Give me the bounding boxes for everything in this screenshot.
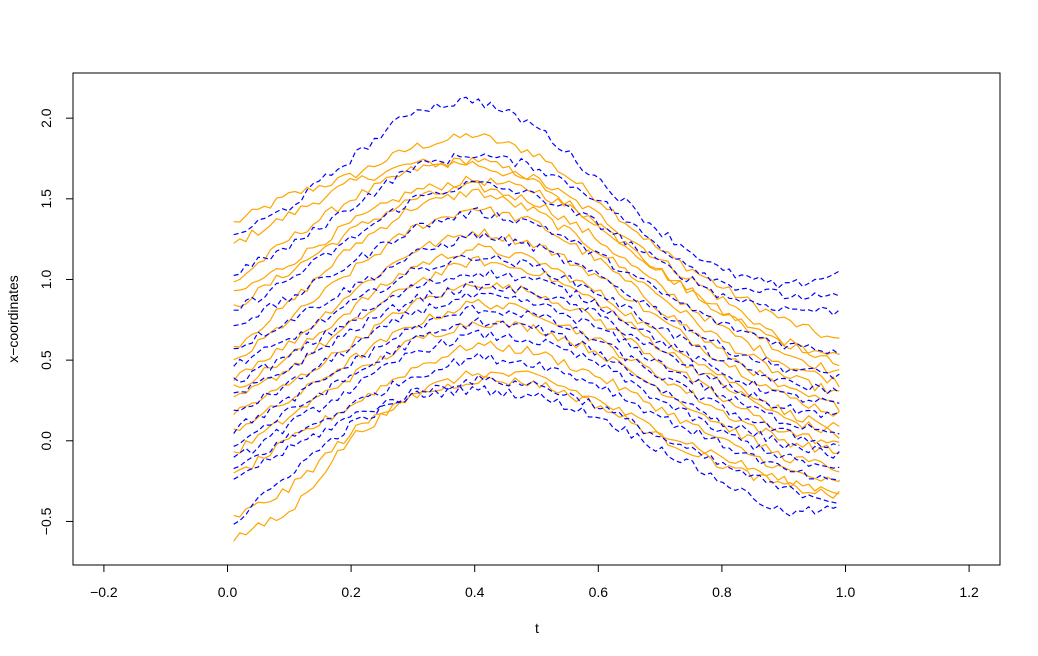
y-axis: −0.5 0.0 0.5 1.0 1.5 2.0 [38,108,74,535]
series-line-1-0 [233,96,840,289]
y-tick-label: 1.0 [38,270,54,290]
y-axis-title: x−coordinates [5,275,21,363]
series-layer [233,96,840,542]
y-tick-label: −0.5 [38,507,54,535]
y-tick-label: 2.0 [38,108,54,128]
series-line-0-15 [233,376,840,542]
y-tick-label: 1.5 [38,189,54,209]
y-tick-label: 0.0 [38,431,54,451]
series-line-1-5 [233,254,840,395]
series-line-1-14 [233,385,840,525]
x-tick-label: 0.2 [341,584,361,600]
series-line-1-6 [233,268,840,404]
series-line-0-5 [233,188,840,395]
series-line-0-14 [233,370,840,518]
x-tick-label: 0.6 [589,584,609,600]
series-line-1-4 [233,231,840,380]
series-line-0-12 [233,320,840,473]
x-tick-label: 0.8 [712,584,732,600]
x-tick-label: 1.2 [959,584,979,600]
x-axis: −0.2 0.0 0.2 0.4 0.6 0.8 1.0 1.2 [90,564,979,600]
series-line-0-2 [233,156,840,367]
series-line-0-7 [233,228,840,417]
series-line-0-3 [233,175,840,374]
series-line-1-3 [233,207,840,355]
x-axis-title: t [535,620,539,636]
series-line-1-1 [233,152,840,301]
x-tick-label: 0.0 [218,584,238,600]
x-tick-label: 0.4 [465,584,485,600]
x-tick-label: −0.2 [90,584,118,600]
series-line-1-2 [233,180,840,317]
y-tick-label: 0.5 [38,350,54,370]
series-line-0-4 [233,181,840,388]
series-line-1-9 [233,304,840,449]
series-line-0-11 [233,298,840,455]
series-line-0-6 [233,206,840,412]
series-line-1-13 [233,374,840,505]
series-line-0-10 [233,282,840,445]
series-line-1-7 [233,281,840,419]
series-line-0-0 [233,132,840,339]
series-line-1-11 [233,329,840,469]
x-tick-label: 1.0 [836,584,856,600]
series-line-1-10 [233,316,840,459]
series-line-0-8 [233,243,840,429]
series-line-1-12 [233,352,840,481]
